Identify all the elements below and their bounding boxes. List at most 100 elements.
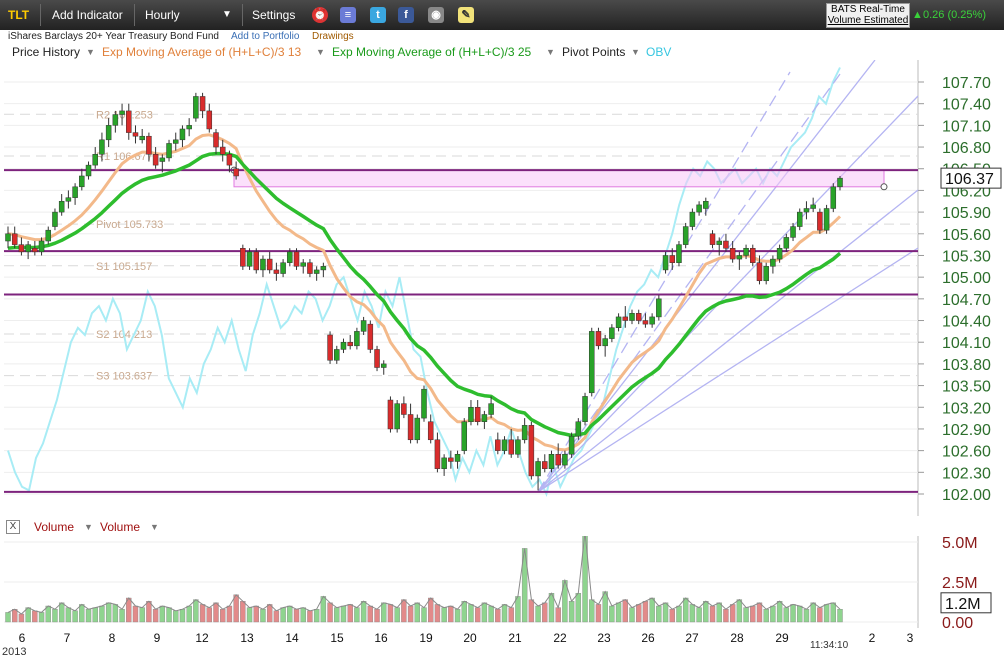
candle-body [65, 197, 72, 202]
legend-ema25[interactable]: Exp Moving Average of (H+L+C)/3 25 [332, 45, 532, 59]
volume-bar [649, 597, 655, 623]
volume-bar [85, 608, 92, 623]
x-tick-label: 20 [463, 631, 477, 645]
volume-bar [709, 605, 716, 623]
x-tick-label: 9 [154, 631, 161, 645]
legend-obv[interactable]: OBV [646, 45, 672, 59]
x-tick-label: 13 [240, 631, 254, 645]
candle-body [662, 255, 669, 271]
volume-chart[interactable]: 5.0M 2.5M 0.00 1.2M [0, 536, 1004, 628]
volume-bar [360, 600, 367, 623]
volume-tick-label: 0.00 [942, 615, 973, 628]
y-tick-label: 107.40 [942, 97, 991, 114]
volume-bar [401, 599, 407, 623]
chevron-down-icon[interactable]: ▼ [222, 9, 232, 20]
candle-body [830, 186, 837, 209]
volume-bar [488, 605, 494, 623]
legend-price-history[interactable]: Price History [12, 45, 81, 59]
candle-body [575, 421, 582, 437]
add-indicator-button[interactable]: Add Indicator [52, 8, 123, 22]
volume-bar [750, 605, 756, 623]
candle-body [602, 338, 608, 347]
drawings-link[interactable]: Drawings [312, 31, 354, 42]
candle-body [32, 247, 38, 253]
chevron-down-icon[interactable]: ▼ [150, 522, 159, 532]
volume-bar [823, 604, 830, 623]
fund-name: iShares Barclays 20+ Year Treasury Bond … [8, 31, 219, 42]
chevron-down-icon[interactable]: ▼ [86, 47, 95, 57]
volume-bar [716, 602, 722, 623]
candle-body [427, 421, 434, 441]
candle-body [407, 414, 414, 441]
candle-body [635, 313, 642, 321]
x-tick-label: 16 [374, 631, 388, 645]
sticky-note-icon[interactable]: ✎ [458, 7, 474, 23]
symbol-label[interactable]: TLT [8, 8, 30, 22]
candle-body [508, 439, 514, 455]
fan-line [537, 247, 919, 493]
volume-bar [501, 604, 508, 623]
database-icon[interactable]: ≡ [340, 7, 356, 23]
legend-pivot-points[interactable]: Pivot Points [562, 45, 626, 59]
y-tick-label: 104.70 [942, 292, 991, 309]
candle-body [622, 316, 629, 321]
volume-legend-label[interactable]: Volume [34, 520, 75, 534]
pivot-label: Pivot 105.733 [96, 219, 163, 231]
chevron-down-icon[interactable]: ▼ [546, 47, 555, 57]
candle-body [374, 349, 380, 368]
volume-bar [240, 600, 246, 623]
y-tick-label: 102.90 [942, 422, 991, 439]
y-tick-label: 102.60 [942, 444, 991, 461]
volume-bar [253, 605, 259, 623]
chevron-down-icon[interactable]: ▼ [631, 47, 640, 57]
realtime-badge: BATS Real-Time Volume Estimated [826, 3, 910, 28]
zone-rect [233, 169, 885, 188]
x-tick-label: 29 [775, 631, 789, 645]
add-to-portfolio-link[interactable]: Add to Portfolio [231, 31, 300, 42]
volume-bar [220, 608, 226, 623]
candle-body [796, 211, 803, 227]
chevron-down-icon[interactable]: ▼ [316, 47, 325, 57]
volume-bar [193, 599, 199, 623]
x-tick-label: 8 [109, 631, 116, 645]
candle-body [649, 316, 655, 325]
candle-body [515, 439, 521, 455]
candle-body [743, 247, 749, 256]
interval-select[interactable]: Hourly [145, 8, 180, 22]
twitter-icon[interactable]: t [370, 7, 386, 23]
legend-ema13[interactable]: Exp Moving Average of (H+L+C)/3 13 [102, 45, 302, 59]
close-icon[interactable]: X [6, 520, 20, 534]
volume-bar [12, 608, 18, 623]
volume-axis: 5.0M 2.5M 0.00 1.2M [940, 536, 992, 628]
volume-bar [555, 607, 561, 623]
volume-bar [139, 607, 145, 623]
y-tick-label: 107.70 [942, 75, 991, 92]
candle-body [126, 110, 132, 133]
realtime-label: BATS Real-Time [831, 4, 905, 15]
settings-button[interactable]: Settings [252, 8, 296, 22]
volume-legend-label[interactable]: Volume [100, 520, 141, 534]
volume-bar [45, 605, 51, 623]
y-tick-label: 103.80 [942, 357, 991, 374]
volume-bar [609, 605, 615, 623]
volume-bar [347, 604, 353, 623]
candle-body [132, 132, 139, 137]
volume-bar [582, 536, 588, 623]
volume-bar [92, 607, 98, 623]
volume-bar [179, 608, 186, 623]
candle-body [179, 128, 186, 141]
facebook-icon[interactable]: f [398, 7, 414, 23]
ema25-line [7, 151, 842, 438]
candle-body [521, 425, 528, 441]
volume-legend: X Volume ▼ Volume ▼ [0, 518, 940, 536]
last-price-label: 106.37 [945, 171, 994, 188]
fan-line [537, 73, 841, 493]
camera-icon[interactable]: ◉ [428, 7, 444, 23]
chevron-down-icon[interactable]: ▼ [84, 522, 93, 532]
volume-bar [622, 599, 628, 623]
alarm-clock-icon[interactable]: ⏰ [312, 7, 328, 23]
y-tick-label: 104.40 [942, 314, 991, 331]
candle-body [776, 247, 783, 260]
candle-body [703, 201, 709, 209]
